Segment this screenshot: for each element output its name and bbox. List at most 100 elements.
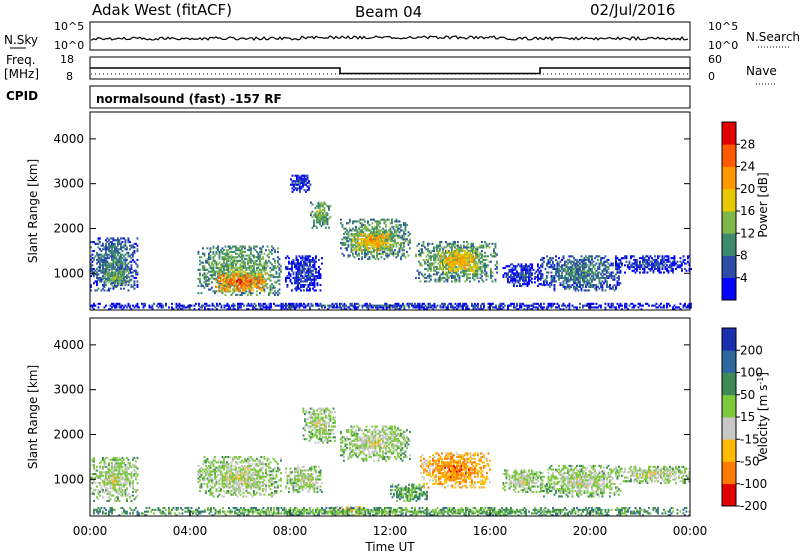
- heatmap-cell: [652, 304, 655, 307]
- heatmap-cell: [546, 255, 548, 258]
- heatmap-cell: [576, 278, 578, 281]
- heatmap-cell: [230, 261, 233, 264]
- heatmap-cell: [526, 267, 529, 270]
- heatmap-cell: [203, 265, 206, 268]
- heatmap-cell: [91, 273, 94, 276]
- heatmap-cell: [607, 302, 610, 305]
- heatmap-cell: [576, 267, 578, 270]
- heatmap-cell: [199, 274, 201, 277]
- heatmap-cell: [577, 264, 580, 267]
- heatmap-cell: [642, 271, 644, 274]
- heatmap-cell: [349, 220, 351, 223]
- heatmap-cell: [236, 247, 239, 250]
- heatmap-cell: [544, 284, 547, 287]
- heatmap-cell: [110, 277, 112, 280]
- heatmap-cell: [460, 304, 463, 307]
- heatmap-cell: [242, 245, 245, 248]
- heatmap-cell: [690, 267, 692, 270]
- heatmap-cell: [579, 282, 581, 285]
- heatmap-cell: [395, 241, 398, 244]
- heatmap-cell: [329, 205, 332, 208]
- heatmap-cell: [470, 244, 473, 247]
- heatmap-cell: [392, 227, 395, 230]
- heatmap-cell: [467, 246, 470, 249]
- heatmap-cell: [582, 306, 584, 309]
- heatmap-cell: [112, 260, 115, 263]
- heatmap-cell: [106, 237, 109, 240]
- heatmap-cell: [283, 304, 286, 307]
- heatmap-cell: [126, 267, 128, 270]
- heatmap-cell: [460, 271, 462, 274]
- heatmap-cell: [103, 282, 106, 285]
- heatmap-cell: [661, 262, 664, 265]
- heatmap-cell: [583, 269, 586, 272]
- heatmap-cell: [207, 308, 209, 311]
- heatmap-cell: [568, 273, 571, 276]
- heatmap-cell: [289, 262, 292, 265]
- heatmap-cell: [232, 245, 234, 248]
- heatmap-cell: [241, 268, 243, 271]
- heatmap-cell: [690, 302, 692, 305]
- heatmap-cell: [376, 256, 378, 259]
- heatmap-cell: [437, 267, 440, 270]
- heatmap-cell: [573, 282, 575, 285]
- heatmap-cell: [658, 255, 661, 258]
- heatmap-cell: [416, 269, 419, 272]
- nsky-trace: [90, 35, 689, 41]
- heatmap-cell: [115, 239, 118, 242]
- heatmap-cell: [687, 306, 689, 309]
- heatmap-cell: [225, 289, 228, 292]
- heatmap-cell: [331, 302, 334, 305]
- heatmap-cell: [199, 277, 201, 280]
- heatmap-cell: [445, 266, 447, 269]
- heatmap-cell: [199, 268, 201, 271]
- colorbar-segment: [722, 122, 736, 145]
- heatmap-cell: [434, 266, 437, 269]
- heatmap-cell: [357, 306, 359, 309]
- heatmap-cell: [553, 280, 556, 283]
- heatmap-cell: [171, 306, 173, 309]
- heatmap-cell: [99, 262, 101, 265]
- heatmap-cell: [360, 241, 362, 244]
- heatmap-cell: [99, 278, 101, 281]
- heatmap-cell: [458, 246, 461, 249]
- heatmap-cell: [322, 217, 324, 220]
- heatmap-cell: [239, 259, 242, 262]
- heatmap-cell: [236, 261, 239, 264]
- heatmap-cell: [306, 257, 308, 260]
- heatmap-cell: [666, 304, 668, 307]
- heatmap-cell: [93, 308, 95, 311]
- heatmap-cell: [401, 252, 404, 255]
- heatmap-cell: [208, 308, 211, 311]
- heatmap-cell: [454, 306, 457, 309]
- heatmap-cell: [135, 276, 137, 279]
- heatmap-cell: [120, 275, 122, 278]
- heatmap-cell: [289, 275, 292, 278]
- heatmap-cell: [488, 260, 491, 263]
- heatmap-cell: [105, 274, 108, 277]
- heatmap-cell: [652, 258, 655, 261]
- heatmap-cell: [271, 245, 273, 248]
- heatmap-cell: [385, 225, 387, 228]
- heatmap-cell: [297, 176, 300, 179]
- heatmap-cell: [384, 245, 386, 248]
- heatmap-cell: [624, 306, 626, 309]
- heatmap-cell: [621, 257, 623, 260]
- heatmap-cell: [225, 275, 228, 278]
- heatmap-cell: [384, 236, 386, 239]
- heatmap-cell: [369, 243, 371, 246]
- heatmap-cell: [133, 250, 136, 253]
- heatmap-cell: [661, 257, 664, 260]
- heatmap-cell: [480, 304, 482, 307]
- heatmap-cell: [130, 246, 133, 249]
- heatmap-cell: [505, 272, 508, 275]
- heatmap-cell: [299, 183, 301, 186]
- heatmap-cell: [275, 292, 278, 295]
- heatmap-cell: [370, 252, 372, 255]
- heatmap-cell: [418, 276, 420, 279]
- heatmap-cell: [451, 250, 453, 253]
- heatmap-cell: [304, 284, 307, 287]
- heatmap-cell: [615, 308, 617, 311]
- heatmap-cell: [135, 273, 137, 276]
- heatmap-cell: [259, 302, 262, 305]
